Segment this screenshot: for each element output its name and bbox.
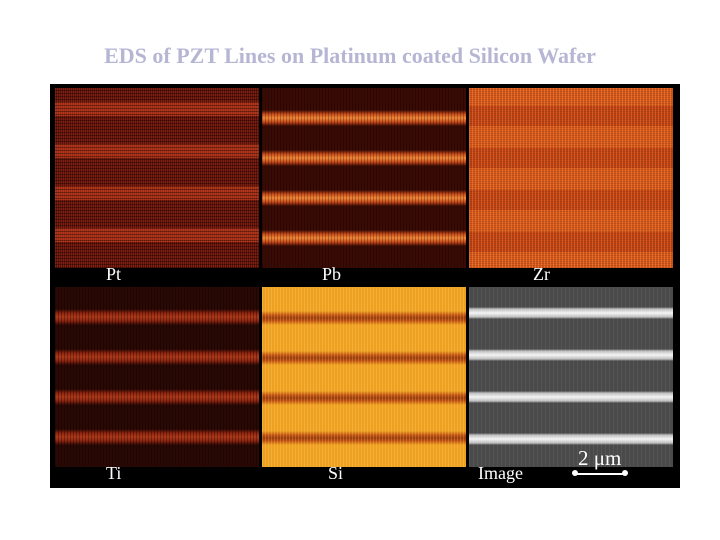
- ti-label: Ti: [106, 463, 122, 483]
- sem-image: [469, 287, 673, 467]
- scale-bar: [575, 473, 625, 475]
- scale-bar-end-left: [572, 470, 578, 476]
- ti-element-map: [55, 287, 259, 467]
- slide-title: EDS of PZT Lines on Platinum coated Sili…: [104, 43, 596, 68]
- image-label: Image: [478, 463, 523, 483]
- pt-label: Pt: [106, 264, 122, 284]
- pb-label: Pb: [322, 264, 342, 284]
- pb-element-map: [262, 88, 466, 268]
- pt-element-map: [55, 88, 259, 268]
- scale-bar-end-right: [622, 470, 628, 476]
- eds-map-grid: Pt Pb Zr Ti Si Image 2 μm: [50, 84, 680, 488]
- si-label: Si: [328, 463, 344, 483]
- scale-bar-label: 2 μm: [578, 446, 622, 470]
- si-element-map: [262, 287, 466, 467]
- zr-element-map: [469, 88, 673, 268]
- zr-label: Zr: [533, 264, 550, 284]
